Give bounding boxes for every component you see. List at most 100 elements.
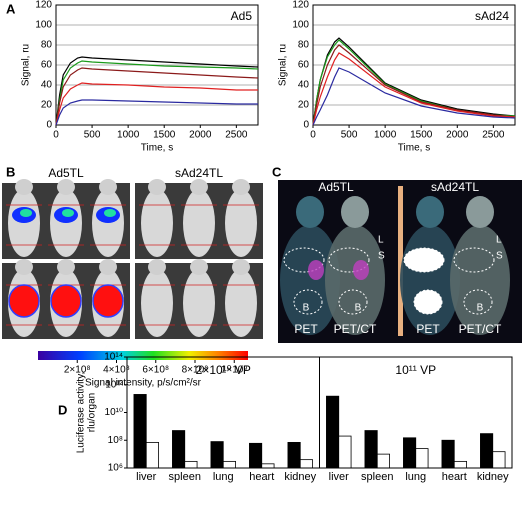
image-b (2, 179, 263, 360)
line-series (55, 60, 259, 126)
y-tick-label: 20 (41, 100, 53, 111)
bar (299, 459, 313, 469)
organ-outline (403, 247, 445, 273)
mouse (225, 189, 257, 257)
colorbar (38, 351, 248, 360)
x-tick-label: heart (442, 471, 467, 483)
signal (8, 284, 40, 318)
body (325, 225, 385, 335)
x-tick-label: 1500 (153, 130, 176, 141)
x-tick-label: liver (136, 471, 157, 483)
plot-frame (312, 4, 516, 126)
mouse (183, 189, 215, 257)
organ-label: B (425, 303, 432, 314)
y-tick-label: 60 (41, 60, 53, 71)
x-axis-label: Time, s (141, 143, 173, 154)
mouse-head (99, 259, 117, 275)
line-series (55, 82, 258, 126)
bar (249, 442, 263, 469)
y-tick-label: 120 (292, 0, 309, 11)
y-tick-label: 10⁶ (108, 463, 123, 474)
x-tick-label: lung (213, 471, 234, 483)
x-tick-label: 2500 (225, 130, 248, 141)
x-tick-label: kidney (284, 471, 316, 483)
y-axis-label: Luciferase activity, (76, 372, 87, 454)
bar (261, 463, 275, 469)
bar (403, 437, 417, 469)
image-label: Ad5TL (318, 180, 354, 194)
signal (353, 260, 369, 280)
mouse-head (57, 179, 75, 195)
image-label: sAd24TL (431, 180, 479, 194)
x-tick-label: 1000 (117, 130, 140, 141)
bar (376, 453, 390, 469)
colorbar-tick-label: 2×10⁸ (64, 365, 91, 376)
y-axis-label: Signal, ru (278, 44, 289, 86)
x-tick-label: kidney (477, 471, 509, 483)
y-tick-label: 10¹⁴ (104, 352, 123, 363)
group-label: 10¹¹ VP (395, 363, 436, 377)
x-tick-label: heart (249, 471, 274, 483)
line-series (312, 52, 516, 126)
mouse-head (15, 259, 33, 275)
bar (172, 430, 186, 469)
mouse-head (57, 259, 75, 275)
x-axis-label: Time, s (398, 143, 430, 154)
mouse-head (232, 179, 250, 195)
organ-outline (293, 289, 323, 315)
organ-label: B (355, 303, 362, 314)
organ-outline (283, 247, 325, 273)
y-tick-label: 80 (41, 40, 53, 51)
image-caption: PET (294, 322, 318, 336)
bar (364, 430, 378, 469)
x-tick-label: liver (329, 471, 350, 483)
image-caption: PET/CT (459, 322, 502, 336)
y-tick-label: 100 (292, 20, 309, 31)
x-tick-label: 500 (84, 130, 101, 141)
bar (145, 441, 159, 469)
y-tick-label: 120 (35, 0, 52, 11)
panel-label: A (6, 1, 16, 16)
colorbar-tick-label: 6×10⁸ (142, 365, 169, 376)
y-tick-label: 40 (298, 80, 310, 91)
head (466, 196, 494, 228)
organ-label: B (303, 303, 310, 314)
y-tick-label: 100 (35, 20, 52, 31)
plot-frame (55, 4, 259, 126)
bar (210, 441, 224, 469)
x-tick-label: 0 (53, 130, 59, 141)
x-tick-label: 500 (341, 130, 358, 141)
signal (92, 284, 124, 318)
panel-label: D (58, 402, 67, 417)
colorbar-tick-label: 8×10⁸ (182, 365, 209, 376)
y-tick-label: 80 (298, 40, 310, 51)
y-tick-label: 20 (298, 100, 310, 111)
organ-label: L (378, 235, 384, 246)
x-tick-label: 0 (310, 130, 316, 141)
mouse-head (15, 179, 33, 195)
image-caption: PET/CT (334, 322, 377, 336)
x-tick-label: 1500 (410, 130, 433, 141)
bar (326, 395, 340, 469)
mouse (225, 269, 257, 337)
mouse-head (99, 179, 117, 195)
bar (415, 448, 429, 469)
signal (62, 209, 74, 217)
line-series (55, 67, 259, 126)
mouse-head (148, 179, 166, 195)
body (280, 225, 340, 335)
signal (20, 209, 32, 217)
annotation: sAd24 (475, 9, 509, 23)
panel-label: B (6, 164, 15, 179)
bar (184, 460, 198, 469)
organ-outline (338, 289, 368, 315)
y-tick-label: 0 (303, 120, 309, 131)
plot-frame (126, 356, 513, 469)
mouse-head (190, 179, 208, 195)
organ-outline (413, 289, 443, 315)
organ-outline (453, 247, 495, 273)
organ-label: S (378, 251, 385, 262)
head (416, 196, 444, 228)
image-label: sAd24TL (175, 166, 223, 180)
